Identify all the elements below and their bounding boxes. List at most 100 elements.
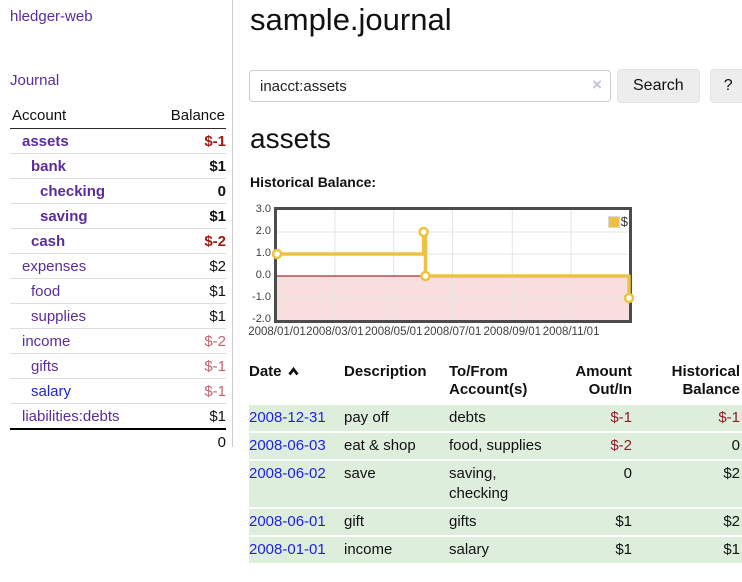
register-col-description: Description xyxy=(344,363,427,380)
account-row: supplies $1 xyxy=(10,303,226,329)
journal-nav: Journal xyxy=(10,72,226,89)
account-balance: $-1 xyxy=(204,132,226,150)
register-col-date-label: Date xyxy=(249,363,282,380)
search-button[interactable]: Search xyxy=(617,69,700,103)
register-table-body: 2008-12-31 pay off debts $-1 $-1 2008-06-03 ea… xyxy=(249,405,742,565)
x-axis-tick-label: 2008/07/01 xyxy=(423,326,482,338)
balance-chart: $ 3.0 2.0 1.0 0.0 -1.0 -2.0 2008/01/01 2008/03/… xyxy=(248,203,641,345)
transaction-date-link[interactable]: 2008-06-02 xyxy=(249,465,326,482)
register-row: 2008-06-03 eat & shop food, supplies $-2 0 xyxy=(249,432,742,461)
x-axis-tick-label: 2008/11/01 xyxy=(542,326,600,338)
account-link-supplies[interactable]: supplies xyxy=(31,307,87,325)
register-cell-description: gift xyxy=(344,508,449,537)
y-axis-tick-label: 0.0 xyxy=(255,269,271,281)
register-cell-accounts: saving, checking xyxy=(449,460,559,509)
account-link-cash[interactable]: cash xyxy=(31,232,66,250)
register-cell-accounts: food, supplies xyxy=(449,432,559,461)
account-link-gifts[interactable]: gifts xyxy=(31,357,59,375)
register-cell-amount: 0 xyxy=(559,460,634,509)
transaction-date-link[interactable]: 2008-06-03 xyxy=(249,437,326,454)
account-row: gifts $-1 xyxy=(10,353,226,379)
chart-legend: $ xyxy=(607,214,628,229)
register-cell-date: 2008-06-01 xyxy=(249,508,344,537)
x-axis-tick-label: 2008/01/01 xyxy=(248,326,306,338)
account-link-assets[interactable]: assets xyxy=(22,132,69,150)
account-link-income[interactable]: income xyxy=(22,332,71,350)
x-axis-tick-label: 2008/03/01 xyxy=(306,326,364,338)
register-cell-date: 2008-12-31 xyxy=(249,405,344,433)
y-axis-tick-label: 1.0 xyxy=(255,247,271,259)
register-cell-description: income xyxy=(344,536,449,565)
register-row: 2008-12-31 pay off debts $-1 $-1 xyxy=(249,405,742,433)
accounts-col-balance: Balance xyxy=(151,105,226,129)
register-cell-accounts: gifts xyxy=(449,508,559,537)
register-row: 2008-06-01 gift gifts $1 $2 xyxy=(249,508,742,537)
register-cell-balance: $1 xyxy=(634,536,742,565)
y-axis-tick-label: 2.0 xyxy=(255,225,271,237)
register-cell-balance: 0 xyxy=(634,432,742,461)
search-input[interactable] xyxy=(249,70,611,102)
app-title: hledger-web xyxy=(10,8,226,25)
register-col-date[interactable]: Date xyxy=(249,363,344,405)
sidebar: hledger-web Journal Account Balance asse… xyxy=(0,0,233,454)
account-row: liabilities:debts $1 xyxy=(10,403,226,429)
account-row: cash $-2 xyxy=(10,228,226,254)
transaction-date-link[interactable]: 2008-06-01 xyxy=(249,513,326,530)
register-cell-balance: $2 xyxy=(634,460,742,509)
y-axis-tick-label: 3.0 xyxy=(255,203,271,215)
account-row: checking 0 xyxy=(10,178,226,204)
register-cell-accounts: salary xyxy=(449,536,559,565)
page-title: sample.journal xyxy=(250,2,452,37)
account-row: expenses $2 xyxy=(10,253,226,279)
register-col-accounts: To/From Account(s) xyxy=(449,363,528,398)
transaction-date-link[interactable]: 2008-12-31 xyxy=(249,409,326,426)
balance-chart-canvas xyxy=(271,210,635,320)
account-row: bank $1 xyxy=(10,153,226,179)
account-link-salary[interactable]: salary xyxy=(31,382,72,400)
register-cell-description: pay off xyxy=(344,405,449,433)
register-cell-description: eat & shop xyxy=(344,432,449,461)
account-balance: $-2 xyxy=(204,232,226,250)
search-input-wrap: × xyxy=(249,70,611,102)
x-axis-tick-label: 2008/05/01 xyxy=(364,326,423,338)
register-col-amount: Amount Out/In xyxy=(575,363,632,398)
account-balance: 0 xyxy=(217,182,226,200)
account-row: salary $-1 xyxy=(10,378,226,404)
account-link-saving[interactable]: saving xyxy=(40,207,88,225)
x-axis-tick-label: 2008/09/01 xyxy=(483,326,542,338)
register-cell-balance: $2 xyxy=(634,508,742,537)
register-cell-amount: $-2 xyxy=(559,432,634,461)
register-cell-date: 2008-06-03 xyxy=(249,432,344,461)
accounts-table-body: assets $-1 bank $1 checking 0 saving $1 cash $-2 e… xyxy=(10,129,226,429)
accounts-total-value: 0 xyxy=(151,428,226,454)
register-cell-description: save xyxy=(344,460,449,509)
account-link-checking[interactable]: checking xyxy=(40,182,106,200)
register-header-row: Date Description To/From Account(s) Amou… xyxy=(249,363,742,405)
app-title-link[interactable]: hledger-web xyxy=(10,8,93,25)
accounts-table: Account Balance assets $-1 bank $1 checking 0… xyxy=(10,105,226,454)
account-balance: $-2 xyxy=(204,332,226,350)
account-balance: $1 xyxy=(209,282,226,300)
help-button[interactable]: ? xyxy=(709,69,742,103)
account-row: food $1 xyxy=(10,278,226,304)
journal-nav-link[interactable]: Journal xyxy=(10,72,60,89)
register-cell-amount: $1 xyxy=(559,536,634,565)
account-row: saving $1 xyxy=(10,203,226,229)
account-balance: $2 xyxy=(209,257,226,275)
register-cell-date: 2008-06-02 xyxy=(249,460,344,509)
accounts-col-account: Account xyxy=(10,105,152,129)
y-axis-tick-label: -1.0 xyxy=(252,291,271,303)
account-balance: $-1 xyxy=(204,357,226,375)
clear-search-icon[interactable]: × xyxy=(592,75,602,94)
legend-swatch xyxy=(607,215,620,228)
register-cell-accounts: debts xyxy=(449,405,559,433)
register-table: Date Description To/From Account(s) Amou… xyxy=(249,363,742,565)
account-balance: $1 xyxy=(209,307,226,325)
register-cell-date: 2008-01-01 xyxy=(249,536,344,565)
account-link-expenses[interactable]: expenses xyxy=(22,257,87,275)
account-link-liabilities-debts[interactable]: liabilities:debts xyxy=(22,407,120,425)
account-link-bank[interactable]: bank xyxy=(31,157,67,175)
register-col-balance: Historical Balance xyxy=(671,363,740,398)
account-link-food[interactable]: food xyxy=(31,282,61,300)
transaction-date-link[interactable]: 2008-01-01 xyxy=(249,541,326,558)
